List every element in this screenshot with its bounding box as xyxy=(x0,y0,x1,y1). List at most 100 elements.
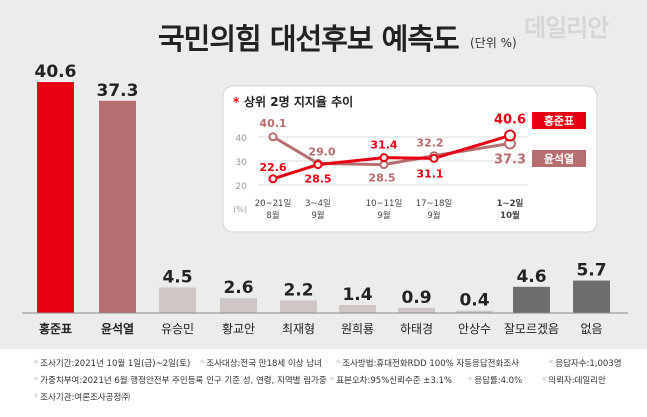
trend-value-hong: 40.6 xyxy=(494,113,526,128)
trend-xlabel-month: 9월 xyxy=(427,210,440,221)
bar-value-label: 4.5 xyxy=(162,267,192,287)
trend-xlabel-month: 8월 xyxy=(266,210,279,221)
category-label: 홍준표 xyxy=(39,321,72,336)
footer-note-text: 의뢰자:데일리안 xyxy=(548,376,606,386)
category-label: 잘모르겠음 xyxy=(504,322,559,336)
bullet-icon: * xyxy=(468,376,473,386)
footer-note: * 응답률:4.0% xyxy=(468,374,522,386)
trend-point-hong xyxy=(379,153,389,163)
trend-xlabel-date: 17~18일 xyxy=(416,199,453,209)
trend-ytick: 30 xyxy=(236,158,248,168)
trend-ytick: 20 xyxy=(236,182,248,192)
bullet-icon: * xyxy=(200,359,205,369)
category-label: 없음 xyxy=(580,322,602,336)
footer-note: * 조사기관:여론조사공정㈜ xyxy=(34,391,130,403)
series-tag-label-hong: 홍준표 xyxy=(544,114,574,128)
series-tag-hong xyxy=(532,112,586,129)
trend-xlabel-date: 3~4일 xyxy=(305,199,331,209)
trend-value-yoon: 32.2 xyxy=(416,137,443,150)
footer-notes: * 조사기간:2021년 10월 1일(금)~2일(토) * 조사대상:전국 만18세… xyxy=(0,349,647,417)
category-label: 안상수 xyxy=(458,322,491,336)
footer-note-text: 응답자수:1,003명 xyxy=(555,359,622,369)
bullet-icon: * xyxy=(549,359,554,369)
bullet-icon: * xyxy=(34,376,39,386)
trend-point-yoon xyxy=(268,132,278,142)
trend-point-yoon xyxy=(379,160,389,170)
bullet-icon: * xyxy=(34,393,39,403)
bar-7 xyxy=(398,307,435,313)
trend-xlabel-date: 1~2일 xyxy=(497,198,524,209)
trend-point-hong xyxy=(313,160,323,170)
footer-note-text: 조사기관:여론조사공정㈜ xyxy=(40,393,130,403)
footer-note: * 의뢰자:데일리안 xyxy=(542,374,606,386)
trend-xlabel-month: 10월 xyxy=(500,210,520,221)
category-label: 하태경 xyxy=(400,322,433,336)
footer-note-text: 조사기간:2021년 10월 1일(금)~2일(토) xyxy=(40,359,191,369)
trend-value-hong: 31.4 xyxy=(370,139,397,152)
trend-value-hong: 31.1 xyxy=(416,167,443,180)
bar-value-label: 2.6 xyxy=(223,278,253,298)
footer-note: * 표본오차:95%신뢰수준 ±3.1% xyxy=(330,374,452,386)
trend-xlabel-month: 9월 xyxy=(311,210,324,221)
bar-value-label: 0.4 xyxy=(459,291,489,311)
bar-value-label: 5.7 xyxy=(576,261,606,281)
category-label: 유승민 xyxy=(161,322,194,336)
bar-10 xyxy=(573,280,610,313)
bar-6 xyxy=(339,305,376,313)
bar-value-label: 37.3 xyxy=(97,81,139,101)
bullet-icon: * xyxy=(336,359,341,369)
category-label: 원희룡 xyxy=(341,322,374,336)
footer-note-text: 표본오차:95%신뢰수준 ±3.1% xyxy=(336,376,452,386)
category-label: 황교안 xyxy=(222,322,255,336)
footer-note-text: 조사대상:전국 만18세 이상 남녀 xyxy=(206,359,322,369)
footer-note-text: 응답률:4.0% xyxy=(474,376,523,386)
trend-title: 상위 2명 지지율 추이 xyxy=(244,94,353,109)
trend-xlabel-date: 10~11일 xyxy=(366,199,403,209)
bullet-icon: * xyxy=(34,359,39,369)
category-label: 최재형 xyxy=(282,322,315,336)
bar-5 xyxy=(280,300,317,313)
watermark-logo: 데일리안 xyxy=(524,14,609,42)
bar-4 xyxy=(220,298,257,313)
trend-value-yoon: 37.3 xyxy=(494,152,526,167)
bar-9 xyxy=(513,286,550,313)
trend-ytick: 40 xyxy=(236,134,248,144)
category-label: 윤석열 xyxy=(101,321,134,336)
footer-note: * 가중치부여:2021년 6월 행정안전부 주민등록 인구 기준 성, 연령, … xyxy=(34,374,327,386)
footer-note-text: 가중치부여:2021년 6월 행정안전부 주민등록 인구 기준 성, 연령, 지… xyxy=(40,376,327,386)
footer-note-text: 조사방법:휴대전화RDD 100% 자동응답전화조사 xyxy=(342,359,519,369)
bar-value-label: 40.6 xyxy=(35,62,77,82)
bar-value-label: 4.6 xyxy=(516,267,546,287)
bar-value-label: 2.2 xyxy=(283,280,313,300)
trend-xlabel-date: 20~21일 xyxy=(255,199,292,209)
footer-note: * 조사방법:휴대전화RDD 100% 자동응답전화조사 xyxy=(336,357,519,369)
trend-value-yoon: 29.0 xyxy=(308,145,335,158)
trend-point-hong xyxy=(268,174,278,184)
bullet-icon: * xyxy=(330,376,335,386)
bar-value-label: 0.9 xyxy=(401,288,431,308)
bar-8 xyxy=(456,310,493,313)
trend-value-hong: 22.6 xyxy=(259,161,286,174)
bar-3 xyxy=(159,287,196,313)
trend-value-hong: 28.5 xyxy=(304,173,331,186)
bullet-icon: * xyxy=(542,376,547,386)
trend-xlabel-month: 9월 xyxy=(377,210,390,221)
bar-1 xyxy=(37,82,74,313)
series-tag-yoon xyxy=(532,150,586,167)
bar-value-label: 1.4 xyxy=(342,285,372,305)
series-tag-label-yoon: 윤석열 xyxy=(544,152,574,166)
unit-label: (단위 %) xyxy=(470,36,517,50)
footer-note: * 조사기간:2021년 10월 1일(금)~2일(토) xyxy=(34,357,190,369)
chart-title: 국민의힘 대선후보 예측도 xyxy=(158,22,460,56)
trend-value-yoon: 40.1 xyxy=(259,117,286,130)
footer-note: * 응답자수:1,003명 xyxy=(549,357,622,369)
title-row: 국민의힘 대선후보 예측도 (단위 %) xyxy=(0,16,647,56)
trend-point-hong xyxy=(429,153,439,163)
trend-value-yoon: 28.5 xyxy=(368,172,395,185)
trend-point-hong xyxy=(504,129,516,142)
trend-title-marker: * xyxy=(233,95,240,109)
bar-2 xyxy=(99,100,136,313)
trend-unit-label: (%) xyxy=(233,205,247,214)
footer-note: * 조사대상:전국 만18세 이상 남녀 xyxy=(200,357,322,369)
